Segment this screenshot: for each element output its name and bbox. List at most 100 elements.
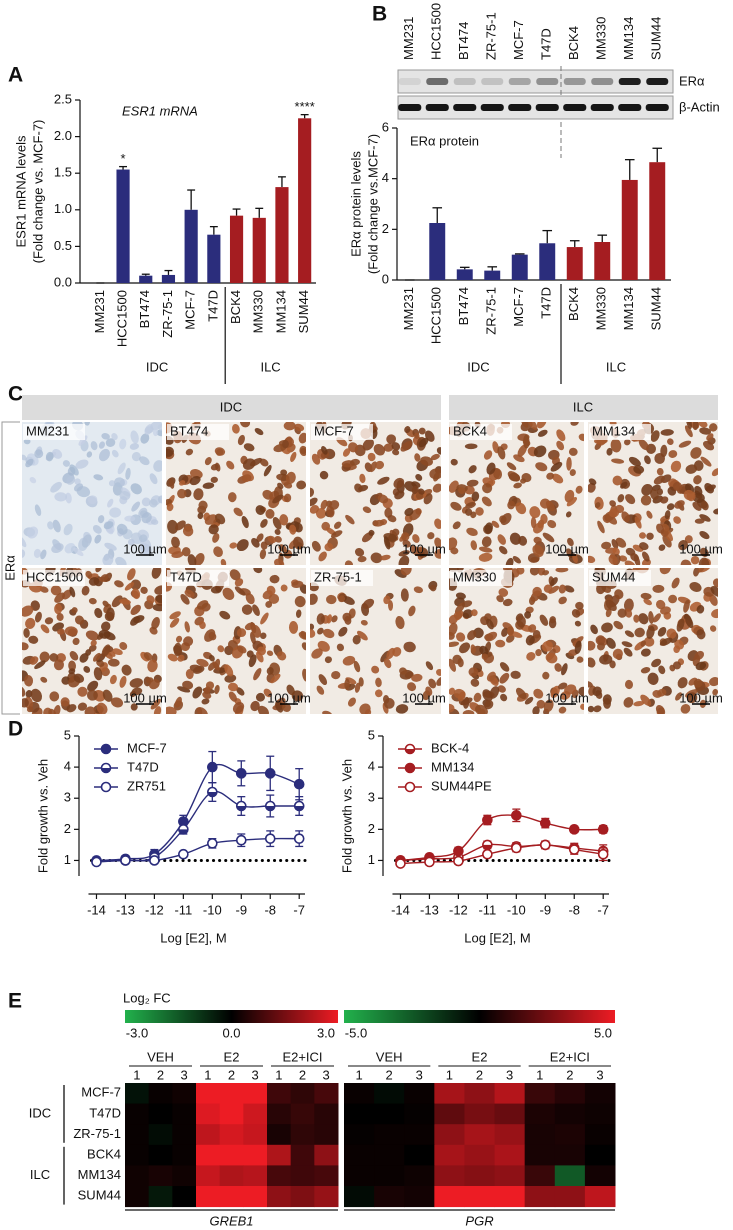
nucleus <box>130 579 142 591</box>
nucleus <box>141 512 152 524</box>
nucleus <box>462 609 474 619</box>
nucleus <box>24 675 34 687</box>
nucleus <box>85 630 99 641</box>
nucleus <box>166 446 174 457</box>
label-bg <box>23 570 85 586</box>
nucleus <box>208 524 219 535</box>
row-label: ERα <box>2 555 17 581</box>
nucleus <box>119 675 127 688</box>
scale-bar-label: 100 µm <box>123 690 167 705</box>
row-label: ZR-75-1 <box>73 1126 121 1141</box>
micrograph <box>166 422 306 565</box>
heatmap-cell <box>196 1083 221 1105</box>
nucleus <box>47 521 54 530</box>
nucleus <box>712 578 718 588</box>
nucleus <box>317 627 324 635</box>
nucleus <box>678 540 688 551</box>
nucleus <box>326 594 337 605</box>
blot-lane-label: BCK4 <box>566 26 581 60</box>
nucleus <box>400 588 409 602</box>
nucleus <box>383 443 394 452</box>
nucleus <box>401 532 410 541</box>
nucleus <box>499 672 510 684</box>
nucleus <box>659 606 671 615</box>
nucleus <box>699 514 711 522</box>
legend-label: ZR751 <box>127 778 166 793</box>
nucleus <box>449 537 458 551</box>
nucleus <box>630 552 639 562</box>
nucleus <box>546 472 554 480</box>
nucleus <box>57 628 65 635</box>
heatmap-cell <box>290 1103 315 1125</box>
nucleus <box>703 440 715 451</box>
cell-line-label: HCC1500 <box>26 569 83 584</box>
nucleus <box>283 549 293 559</box>
nucleus <box>90 441 98 451</box>
nucleus <box>125 467 131 480</box>
heatmap-cell <box>344 1144 375 1166</box>
data-point <box>100 781 112 793</box>
nucleus <box>302 668 306 682</box>
nucleus <box>449 641 460 647</box>
nucleus <box>52 519 61 533</box>
heatmap-cell <box>267 1144 292 1166</box>
nucleus <box>464 443 478 450</box>
nucleus <box>140 433 150 444</box>
data-point <box>207 838 218 849</box>
bar <box>484 270 501 280</box>
x-tick-label: HCC1500 <box>114 290 129 347</box>
heatmap-cell <box>344 1083 375 1105</box>
nucleus <box>646 532 654 540</box>
nucleus <box>250 700 260 712</box>
x-tick-label: -9 <box>540 902 552 917</box>
y-tick-label: 3 <box>64 790 71 805</box>
nucleus <box>588 555 596 564</box>
group-header <box>22 395 441 420</box>
nucleus <box>40 676 48 683</box>
nucleus <box>53 659 64 671</box>
nucleus <box>22 642 29 651</box>
nucleus <box>700 456 712 467</box>
nucleus <box>129 443 140 450</box>
bar <box>456 269 473 280</box>
nucleus <box>692 502 702 511</box>
nucleus <box>623 697 634 708</box>
nucleus <box>530 556 540 563</box>
nucleus <box>344 678 350 690</box>
nucleus <box>51 543 64 553</box>
replicate-label: 1 <box>536 1067 543 1082</box>
nucleus <box>686 692 698 704</box>
data-point <box>511 810 522 821</box>
nucleus <box>659 637 673 646</box>
nucleus <box>698 557 710 565</box>
heatmap-cell <box>196 1103 221 1125</box>
data-point <box>264 768 276 779</box>
nucleus <box>34 660 46 670</box>
nucleus <box>526 652 536 661</box>
significance: * <box>121 151 126 166</box>
nucleus <box>484 700 494 710</box>
nucleus <box>251 624 262 638</box>
nucleus <box>311 648 323 659</box>
nucleus <box>111 449 119 458</box>
nucleus <box>210 463 219 471</box>
group-label: IDC <box>146 359 168 374</box>
group-header <box>449 395 718 420</box>
nucleus <box>605 608 612 618</box>
nucleus <box>362 506 372 514</box>
cell-line-label: MM134 <box>592 423 635 438</box>
nucleus <box>73 673 85 683</box>
nucleus <box>411 673 423 682</box>
nucleus <box>182 526 194 537</box>
nucleus <box>592 686 602 697</box>
heatmap-cell <box>584 1144 616 1166</box>
nucleus <box>175 635 183 643</box>
heatmap-cell <box>196 1186 221 1208</box>
nucleus <box>449 658 457 672</box>
nucleus <box>98 629 111 639</box>
nucleus <box>652 584 665 593</box>
nucleus <box>493 468 503 480</box>
heatmap-cell <box>434 1124 465 1146</box>
data-point <box>91 856 102 868</box>
replicate-label: 2 <box>299 1067 306 1082</box>
